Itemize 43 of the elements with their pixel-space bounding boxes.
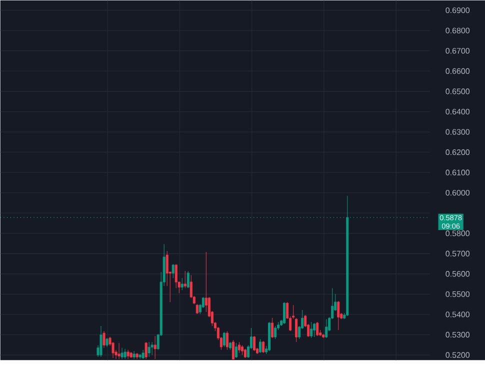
candlestick (238, 342, 240, 354)
candlestick (126, 350, 130, 360)
candlestick (283, 302, 286, 324)
candlestick (222, 332, 226, 348)
candlestick (144, 342, 148, 360)
candlestick (142, 350, 144, 360)
candlestick (313, 322, 316, 338)
candlestick (124, 348, 126, 360)
candlestick (226, 330, 228, 350)
candlestick (337, 300, 340, 330)
candlestick (138, 354, 142, 360)
candlestick (148, 342, 150, 358)
candlestick (252, 336, 256, 352)
candlestick (184, 270, 186, 288)
candlestick (228, 342, 232, 350)
candlestick (295, 318, 298, 342)
candlestick (262, 340, 265, 354)
candlestick (274, 326, 277, 340)
candlestick (106, 338, 108, 348)
candlestick (259, 338, 262, 354)
candlestick (234, 342, 238, 358)
candlestick (102, 330, 106, 348)
candlestick (118, 342, 120, 360)
candlestick (150, 342, 154, 356)
candlestick (196, 304, 198, 314)
candlestick (180, 278, 184, 290)
candlestick (132, 350, 136, 360)
candlestick (268, 322, 271, 352)
candlestick (322, 334, 325, 338)
candlestick (130, 352, 132, 358)
candlestick (325, 318, 328, 338)
candlestick (100, 326, 102, 358)
candlestick (271, 318, 274, 338)
candlestick (232, 340, 234, 360)
candlestick (244, 348, 246, 358)
candlestick (186, 270, 190, 288)
candlestick (120, 348, 124, 360)
candlestick (316, 322, 319, 336)
candlestick (154, 336, 156, 360)
candlestick (310, 322, 313, 338)
candlestick (240, 344, 244, 356)
candlestick (172, 264, 174, 278)
candlestick (136, 352, 138, 360)
